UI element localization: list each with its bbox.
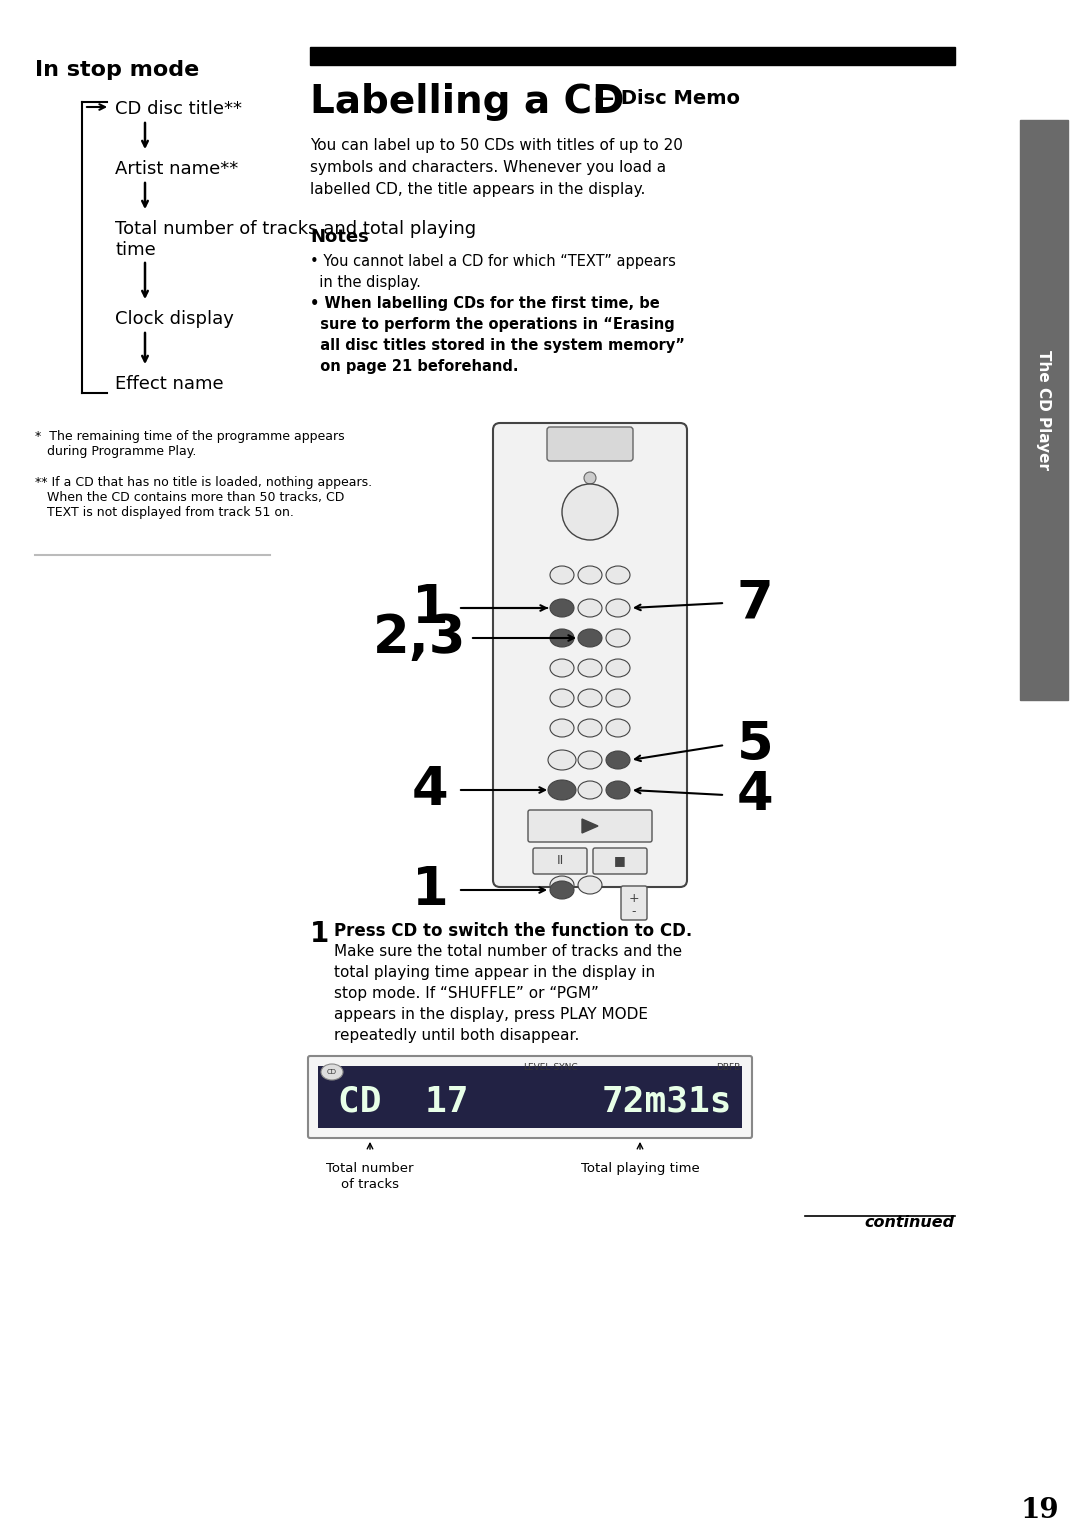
- Ellipse shape: [578, 599, 602, 618]
- Text: Make sure the total number of tracks and the
total playing time appear in the di: Make sure the total number of tracks and…: [334, 943, 683, 1043]
- Ellipse shape: [550, 566, 573, 584]
- Ellipse shape: [606, 781, 630, 800]
- FancyBboxPatch shape: [528, 810, 652, 842]
- Ellipse shape: [606, 690, 630, 706]
- Text: continued: continued: [865, 1216, 955, 1229]
- Ellipse shape: [578, 659, 602, 677]
- Ellipse shape: [548, 780, 576, 800]
- Ellipse shape: [562, 485, 618, 540]
- Text: 4: 4: [737, 769, 773, 821]
- Text: Artist name**: Artist name**: [114, 161, 239, 177]
- Ellipse shape: [550, 876, 573, 894]
- Ellipse shape: [606, 566, 630, 584]
- Ellipse shape: [606, 628, 630, 647]
- Text: • When labelling CDs for the first time, be
  sure to perform the operations in : • When labelling CDs for the first time,…: [310, 297, 685, 375]
- Text: • You cannot label a CD for which “TEXT” appears
  in the display.: • You cannot label a CD for which “TEXT”…: [310, 254, 676, 291]
- Ellipse shape: [606, 751, 630, 769]
- Text: ■: ■: [615, 855, 626, 867]
- Text: Total playing time: Total playing time: [581, 1162, 700, 1174]
- Text: 4: 4: [411, 764, 448, 816]
- Text: *  The remaining time of the programme appears
   during Programme Play.: * The remaining time of the programme ap…: [35, 430, 345, 459]
- Text: LEVEL-SYNC: LEVEL-SYNC: [523, 1064, 578, 1072]
- Ellipse shape: [550, 690, 573, 706]
- Text: +: +: [629, 893, 639, 905]
- Polygon shape: [582, 820, 598, 833]
- Text: The CD Player: The CD Player: [1037, 350, 1052, 469]
- Ellipse shape: [578, 628, 602, 647]
- Text: You can label up to 50 CDs with titles of up to 20
symbols and characters. Whene: You can label up to 50 CDs with titles o…: [310, 138, 683, 197]
- Text: 1: 1: [411, 583, 448, 635]
- Text: 72m31s: 72m31s: [602, 1084, 732, 1118]
- Text: Total number
of tracks: Total number of tracks: [326, 1162, 414, 1191]
- Ellipse shape: [578, 719, 602, 737]
- Text: CD  17: CD 17: [338, 1084, 469, 1118]
- Ellipse shape: [578, 781, 602, 800]
- Ellipse shape: [606, 659, 630, 677]
- Ellipse shape: [550, 719, 573, 737]
- Text: 19: 19: [1021, 1497, 1059, 1523]
- FancyBboxPatch shape: [621, 885, 647, 920]
- Ellipse shape: [578, 876, 602, 894]
- Text: 1: 1: [310, 920, 329, 948]
- Text: 7: 7: [737, 576, 773, 628]
- Text: II: II: [556, 855, 564, 867]
- Ellipse shape: [321, 1064, 343, 1079]
- Text: 1: 1: [411, 864, 448, 916]
- Text: 5: 5: [737, 719, 773, 771]
- Text: In stop mode: In stop mode: [35, 60, 199, 80]
- Text: Notes: Notes: [310, 228, 368, 246]
- Text: — Disc Memo: — Disc Memo: [588, 89, 740, 109]
- Ellipse shape: [606, 719, 630, 737]
- FancyBboxPatch shape: [546, 427, 633, 462]
- FancyBboxPatch shape: [534, 849, 588, 875]
- Text: Effect name: Effect name: [114, 375, 224, 393]
- Ellipse shape: [550, 881, 573, 899]
- FancyBboxPatch shape: [308, 1057, 752, 1138]
- Text: Total number of tracks and total playing
time: Total number of tracks and total playing…: [114, 220, 476, 258]
- Bar: [1020, 119, 1068, 700]
- Ellipse shape: [578, 566, 602, 584]
- Ellipse shape: [548, 751, 576, 771]
- Ellipse shape: [606, 599, 630, 618]
- Ellipse shape: [550, 599, 573, 618]
- FancyBboxPatch shape: [492, 424, 687, 887]
- Text: CD: CD: [327, 1069, 337, 1075]
- Text: Labelling a CD: Labelling a CD: [310, 83, 624, 121]
- Text: DBFB: DBFB: [716, 1064, 740, 1072]
- Text: Press CD to switch the function to CD.: Press CD to switch the function to CD.: [334, 922, 692, 940]
- Ellipse shape: [578, 690, 602, 706]
- Text: 2,3: 2,3: [374, 612, 467, 664]
- Text: -: -: [632, 905, 636, 919]
- Bar: [310, 47, 955, 66]
- Text: CD disc title**: CD disc title**: [114, 99, 242, 118]
- Ellipse shape: [550, 659, 573, 677]
- Ellipse shape: [584, 472, 596, 485]
- Bar: [318, 1066, 742, 1128]
- Ellipse shape: [550, 628, 573, 647]
- Ellipse shape: [578, 751, 602, 769]
- Text: ** If a CD that has no title is loaded, nothing appears.
   When the CD contains: ** If a CD that has no title is loaded, …: [35, 476, 373, 518]
- Text: Clock display: Clock display: [114, 310, 234, 329]
- FancyBboxPatch shape: [593, 849, 647, 875]
